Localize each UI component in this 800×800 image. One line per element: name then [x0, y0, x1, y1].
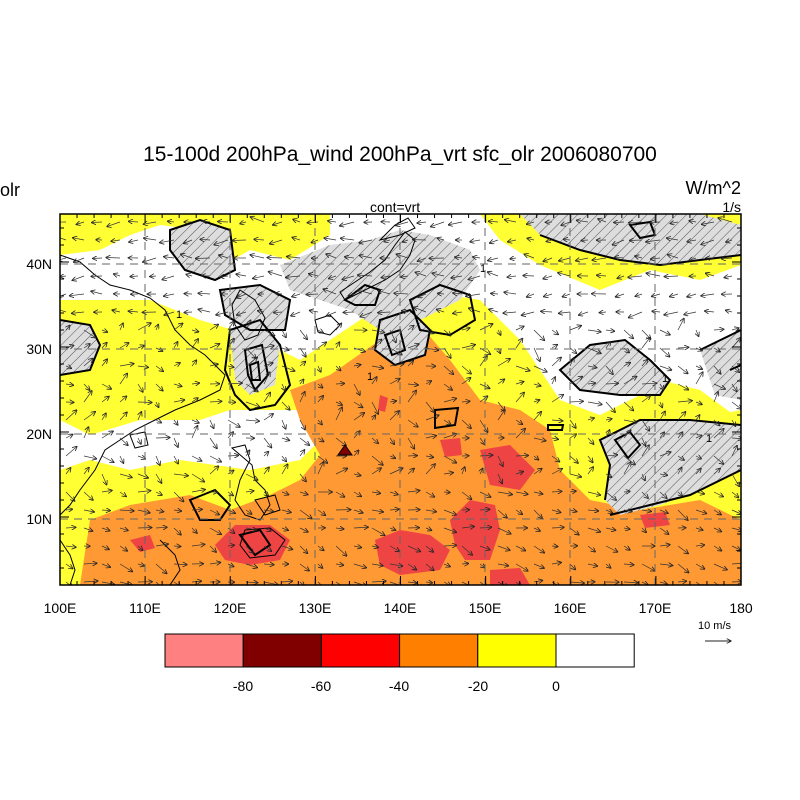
contour-label: 1	[367, 371, 373, 383]
colorbar-labels: -80 -60 -40 -20 0	[233, 678, 560, 694]
wind-vector-field	[60, 217, 741, 585]
lon-tick-label: 140E	[384, 600, 417, 616]
colorbar-swatch	[555, 633, 635, 668]
colorbar-swatch	[399, 633, 479, 668]
variable-label: olr	[0, 180, 21, 200]
lon-tick-label: 130E	[299, 600, 332, 616]
lon-tick-label: 110E	[129, 600, 161, 616]
colorbar-label: -20	[468, 678, 488, 694]
contour-label: 1	[662, 373, 668, 385]
colorbar-label: -40	[389, 678, 409, 694]
lon-tick-label: 120E	[214, 600, 247, 616]
coastlines	[60, 217, 416, 585]
longitude-labels: 100E 110E 120E 130E 140E 150E 160E 170E …	[44, 600, 753, 616]
latitude-labels: 10N 20N 30N 40N	[26, 256, 52, 527]
vorticity-units-label: 1/s	[722, 199, 741, 215]
olr-orange-field	[80, 325, 741, 585]
contour-label: 1	[480, 263, 486, 275]
axis-ticks	[59, 214, 742, 586]
lat-tick-label: 40N	[26, 256, 52, 272]
units-label: W/m^2	[685, 178, 741, 198]
lon-tick-label: 100E	[44, 600, 77, 616]
colorbar-label: -60	[311, 678, 331, 694]
olr-red-field	[130, 395, 670, 585]
colorbar-label: -80	[233, 678, 253, 694]
lat-tick-label: 30N	[26, 341, 52, 357]
contour-labels: 1 1 1 1 1	[176, 263, 712, 445]
lon-tick-label: 180	[729, 600, 753, 616]
reference-vector-label: 10 m/s	[698, 620, 732, 632]
colorbar-swatch	[242, 633, 322, 668]
colorbar-swatch	[164, 633, 244, 668]
contour-label: 1	[176, 309, 182, 321]
triangle-marker-icon	[337, 444, 353, 456]
lon-tick-label: 150E	[469, 600, 502, 616]
colorbar-swatch	[477, 633, 557, 668]
colorbar	[164, 633, 635, 668]
colorbar-swatch	[320, 633, 401, 668]
contour-sublabel: cont=vrt	[370, 199, 421, 215]
lat-tick-label: 20N	[26, 426, 52, 442]
colorbar-label: 0	[552, 678, 560, 694]
lon-tick-label: 170E	[639, 600, 672, 616]
lon-tick-label: 160E	[554, 600, 587, 616]
graticule-grid	[60, 214, 741, 585]
lat-tick-label: 10N	[26, 511, 52, 527]
plot-title: 15-100d 200hPa_wind 200hPa_vrt sfc_olr 2…	[143, 143, 657, 166]
contour-label: 1	[706, 433, 712, 445]
